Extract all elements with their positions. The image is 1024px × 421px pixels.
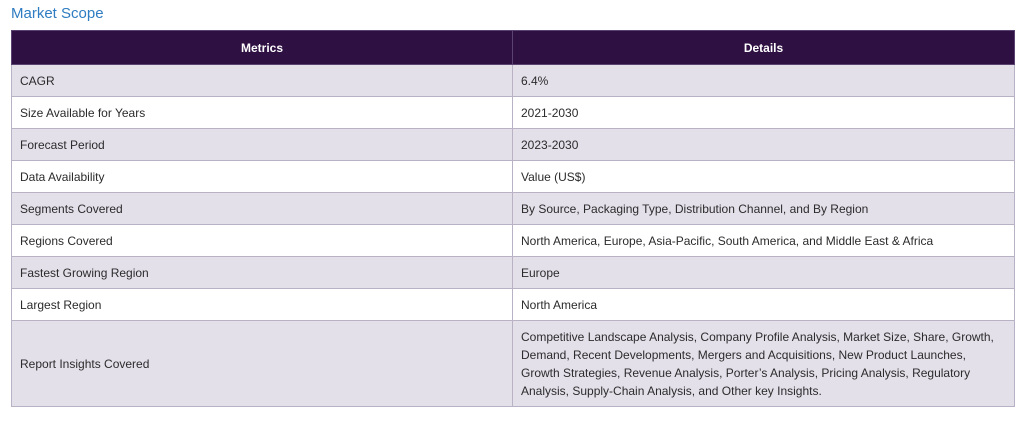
detail-cell: Europe [512, 256, 1015, 289]
header-details: Details [512, 30, 1015, 65]
table-row: Regions Covered North America, Europe, A… [11, 224, 1015, 257]
detail-cell: By Source, Packaging Type, Distribution … [512, 192, 1015, 225]
detail-cell: 2023-2030 [512, 128, 1015, 161]
metric-cell: CAGR [11, 64, 513, 97]
table-header-row: Metrics Details [11, 30, 1015, 65]
metric-cell: Forecast Period [11, 128, 513, 161]
table-row: Fastest Growing Region Europe [11, 256, 1015, 289]
header-metrics: Metrics [11, 30, 513, 65]
section-title: Market Scope [11, 5, 104, 22]
table-row: Report Insights Covered Competitive Land… [11, 320, 1015, 407]
market-scope-table: Metrics Details CAGR 6.4% Size Available… [11, 30, 1015, 407]
table-row: CAGR 6.4% [11, 64, 1015, 97]
metric-cell: Size Available for Years [11, 96, 513, 129]
table-row: Data Availability Value (US$) [11, 160, 1015, 193]
metric-cell: Regions Covered [11, 224, 513, 257]
table-row: Forecast Period 2023-2030 [11, 128, 1015, 161]
detail-cell: Value (US$) [512, 160, 1015, 193]
metric-cell: Report Insights Covered [11, 320, 513, 407]
detail-cell: 6.4% [512, 64, 1015, 97]
detail-cell: North America [512, 288, 1015, 321]
metric-cell: Largest Region [11, 288, 513, 321]
table-row: Size Available for Years 2021-2030 [11, 96, 1015, 129]
detail-cell: North America, Europe, Asia-Pacific, Sou… [512, 224, 1015, 257]
metric-cell: Fastest Growing Region [11, 256, 513, 289]
table-row: Segments Covered By Source, Packaging Ty… [11, 192, 1015, 225]
detail-cell: Competitive Landscape Analysis, Company … [512, 320, 1015, 407]
table-row: Largest Region North America [11, 288, 1015, 321]
metric-cell: Segments Covered [11, 192, 513, 225]
metric-cell: Data Availability [11, 160, 513, 193]
detail-cell: 2021-2030 [512, 96, 1015, 129]
